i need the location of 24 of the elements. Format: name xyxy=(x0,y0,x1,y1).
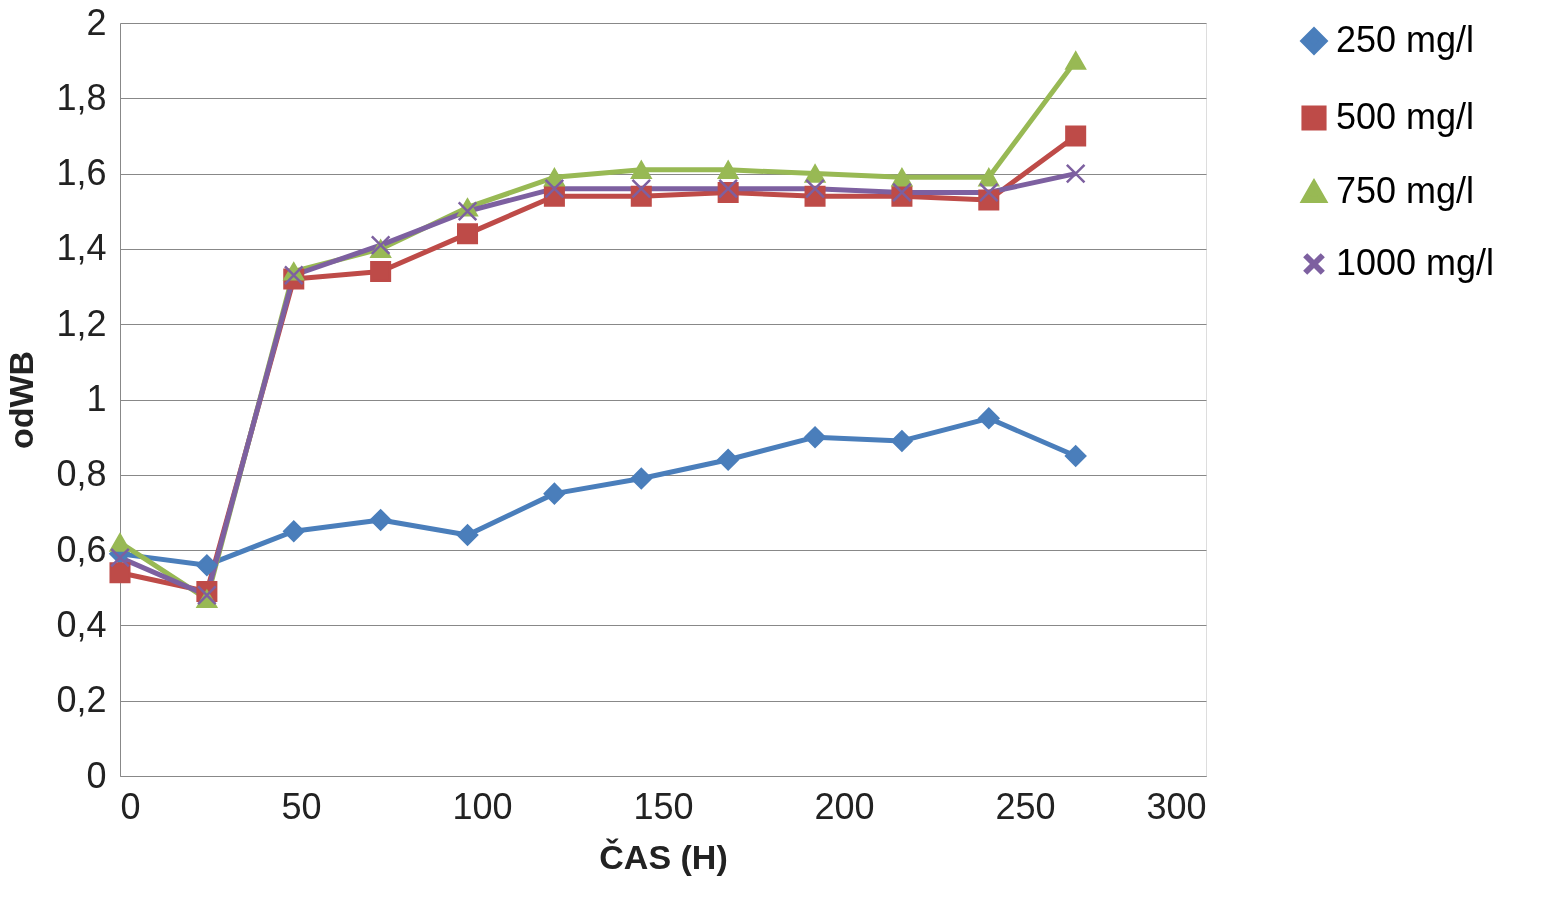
x-tick-label: 300 xyxy=(1146,785,1207,827)
y-tick-label: 0 xyxy=(86,754,107,796)
y-tick-label: 1,6 xyxy=(56,152,107,194)
legend-label: 750 mg/l xyxy=(1336,170,1475,211)
legend-label: 500 mg/l xyxy=(1336,96,1475,137)
x-tick-label: 150 xyxy=(633,785,694,827)
y-tick-label: 1,4 xyxy=(56,227,107,269)
y-tick-label: 0,6 xyxy=(56,528,107,570)
x-tick-label: 0 xyxy=(120,785,141,827)
y-tick-label: 0,8 xyxy=(56,453,107,495)
x-tick-label: 250 xyxy=(995,785,1056,827)
y-tick-label: 1 xyxy=(86,378,107,419)
x-tick-label: 50 xyxy=(281,785,322,827)
x-tick-label: 200 xyxy=(814,785,875,827)
y-tick-label: 1,2 xyxy=(56,302,107,344)
y-axis-title: odWB xyxy=(2,350,41,450)
y-tick-label: 1,8 xyxy=(56,76,107,118)
y-tick-label: 0,4 xyxy=(56,603,107,645)
legend-label: 250 mg/l xyxy=(1336,19,1475,60)
y-tick-label: 2 xyxy=(86,1,107,43)
y-tick-label: 0,2 xyxy=(56,679,107,721)
legend-label: 1000 mg/l xyxy=(1336,242,1495,283)
x-tick-label: 100 xyxy=(452,785,513,827)
x-axis-title: ČAS (H) xyxy=(599,837,728,876)
